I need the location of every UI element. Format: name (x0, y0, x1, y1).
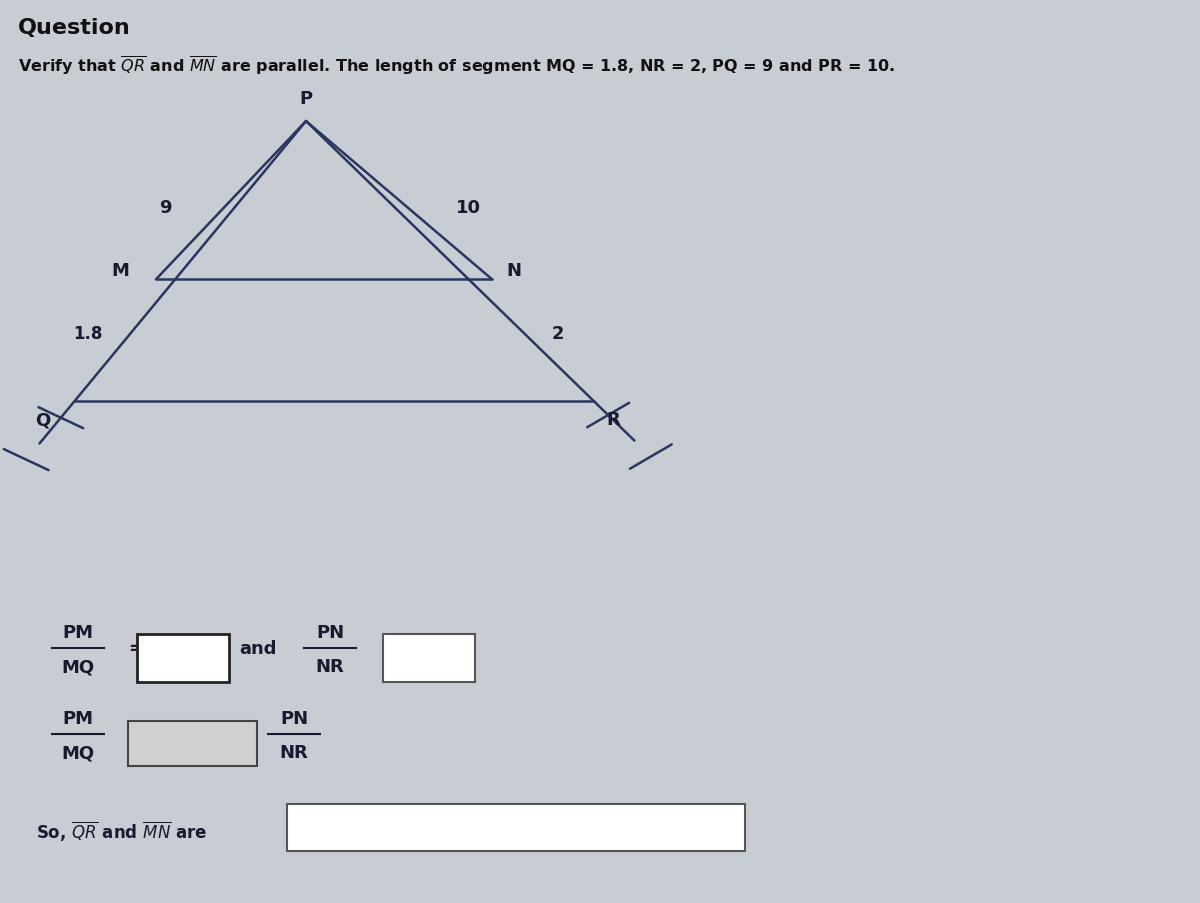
Text: 9: 9 (160, 199, 172, 217)
Text: (select): (select) (161, 737, 212, 751)
Text: NR: NR (280, 743, 308, 761)
Text: M: M (112, 262, 130, 280)
Text: P: P (300, 90, 312, 108)
Text: So, $\overline{QR}$ and $\overline{MN}$ are: So, $\overline{QR}$ and $\overline{MN}$ … (36, 819, 208, 842)
Text: PM: PM (62, 623, 94, 641)
Text: PN: PN (316, 623, 344, 641)
Text: 1.8: 1.8 (73, 325, 102, 343)
Text: Question: Question (18, 18, 131, 38)
FancyBboxPatch shape (128, 721, 257, 767)
Text: 10: 10 (456, 199, 480, 217)
FancyBboxPatch shape (383, 634, 475, 683)
Text: =: = (128, 639, 143, 657)
Text: ∨: ∨ (712, 821, 722, 835)
Text: =: = (380, 639, 395, 657)
Text: R: R (606, 411, 619, 429)
Text: Verify that $\overline{QR}$ and $\overline{MN}$ are parallel. The length of segm: Verify that $\overline{QR}$ and $\overli… (18, 54, 895, 77)
Text: PN: PN (280, 709, 308, 727)
Text: and: and (239, 639, 277, 657)
FancyBboxPatch shape (287, 805, 745, 852)
Text: MQ: MQ (61, 743, 95, 761)
Text: ✓: ✓ (235, 738, 246, 750)
FancyBboxPatch shape (137, 634, 229, 683)
Text: N: N (506, 262, 521, 280)
Text: 2: 2 (552, 325, 564, 343)
Text: (select): (select) (432, 821, 490, 835)
Text: MQ: MQ (61, 657, 95, 675)
Text: Q: Q (35, 411, 50, 429)
Text: PM: PM (62, 709, 94, 727)
Text: NR: NR (316, 657, 344, 675)
